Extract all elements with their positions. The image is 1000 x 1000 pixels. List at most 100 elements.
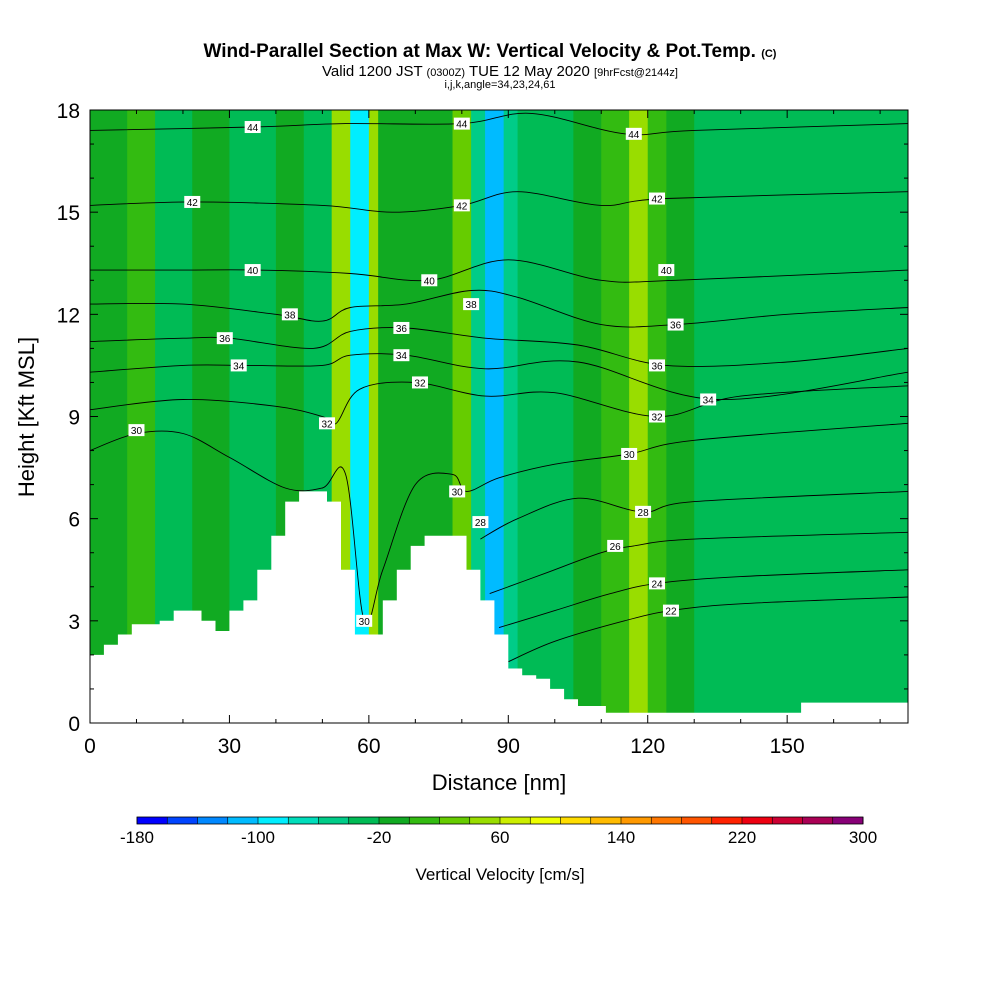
contour-label: 44	[453, 117, 470, 131]
velocity-band-20	[666, 110, 695, 723]
svg-text:36: 36	[651, 361, 663, 372]
svg-text:22: 22	[665, 607, 677, 618]
colorbar-label: Vertical Velocity [cm/s]	[415, 865, 584, 884]
colorbar-tick-label: -20	[367, 828, 392, 847]
svg-text:44: 44	[247, 123, 259, 134]
isentrope-40	[90, 259, 908, 283]
x-tick-label: 120	[630, 735, 665, 758]
chart-params: i,j,k,angle=34,23,24,61	[444, 79, 555, 91]
y-axis: 0 36 9 12 15 18	[57, 100, 908, 736]
colorbar-tick-label: 220	[728, 828, 756, 847]
colorbar-swatch	[711, 817, 743, 824]
svg-text:36: 36	[396, 324, 408, 335]
copyright-mark: (C)	[761, 48, 777, 60]
isentrope-22	[508, 596, 908, 663]
velocity-band-15	[517, 110, 574, 723]
velocity-band-12	[471, 110, 486, 723]
svg-text:40: 40	[424, 276, 436, 287]
contour-label: 36	[667, 318, 684, 332]
svg-text:44: 44	[628, 130, 640, 141]
colorbar-swatch	[288, 817, 319, 824]
contour-label: 30	[356, 614, 373, 628]
svg-text:38: 38	[466, 300, 478, 311]
svg-text:44: 44	[456, 120, 468, 131]
svg-text:28: 28	[638, 508, 650, 519]
x-tick-label: 150	[770, 735, 805, 758]
x-tick-label: 0	[84, 735, 96, 758]
colorbar-tick-label: -180	[120, 828, 154, 847]
colorbar-swatch	[621, 817, 652, 824]
svg-text:42: 42	[456, 201, 468, 212]
svg-text:34: 34	[233, 361, 245, 372]
y-tick-label: 18	[57, 100, 80, 123]
contour-label: 36	[216, 332, 233, 345]
contour-label: 40	[658, 264, 675, 277]
y-tick-label: 15	[57, 202, 80, 225]
velocity-band-17	[601, 110, 630, 723]
contour-label: 32	[319, 417, 336, 430]
colorbar-swatch	[832, 817, 864, 824]
contour-label: 40	[421, 274, 438, 287]
svg-text:30: 30	[131, 426, 143, 437]
colorbar-swatch	[227, 817, 259, 824]
velocity-band-8	[350, 110, 370, 723]
contour-label: 22	[662, 604, 679, 618]
colorbar-swatch	[530, 817, 561, 824]
colorbar-swatch	[409, 817, 440, 824]
svg-text:24: 24	[651, 579, 663, 590]
contour-label: 42	[649, 192, 666, 206]
velocity-band-13	[485, 110, 505, 723]
colorbar-swatch	[772, 817, 803, 824]
colorbar-swatch	[651, 817, 682, 824]
colorbar-tick-label: -100	[241, 828, 275, 847]
svg-text:38: 38	[284, 310, 296, 321]
contour-label: 34	[700, 393, 717, 406]
contour-label: 38	[463, 298, 480, 311]
y-tick-label: 9	[68, 407, 80, 430]
svg-text:26: 26	[610, 542, 622, 553]
svg-text:32: 32	[651, 413, 663, 424]
isentrope-26	[489, 531, 908, 595]
svg-text:30: 30	[359, 617, 371, 628]
svg-text:40: 40	[247, 266, 259, 277]
contour-label: 38	[281, 308, 298, 321]
x-tick-label: 30	[218, 735, 241, 758]
colorbar-swatch	[802, 817, 834, 824]
colorbar-swatch	[379, 817, 410, 824]
colorbar-swatch	[681, 817, 713, 824]
chart-title: Wind-Parallel Section at Max W: Vertical…	[204, 41, 777, 62]
velocity-band-16	[573, 110, 602, 723]
colorbar-swatch	[590, 817, 622, 824]
contour-label: 28	[472, 516, 489, 529]
svg-text:36: 36	[219, 334, 231, 345]
y-tick-label: 0	[68, 713, 80, 736]
contour-label: 44	[625, 127, 642, 141]
chart-subtitle: Valid 1200 JST (0300Z) TUE 12 May 2020 […	[322, 63, 678, 80]
colorbar-swatch	[560, 817, 592, 824]
svg-text:42: 42	[651, 195, 663, 206]
svg-text:32: 32	[321, 419, 333, 430]
contour-label: 30	[449, 485, 466, 498]
colorbar-swatch	[137, 817, 168, 824]
velocity-band-18	[629, 110, 649, 723]
contour-label: 28	[635, 505, 652, 519]
y-tick-label: 12	[57, 304, 80, 327]
contour-label: 24	[649, 577, 666, 590]
contour-label: 30	[621, 447, 638, 461]
contour-label: 42	[453, 199, 470, 212]
contour-label: 36	[393, 321, 410, 335]
svg-text:40: 40	[661, 266, 673, 277]
colorbar-tick-label: 140	[607, 828, 635, 847]
velocity-band-21	[694, 110, 908, 723]
contour-label: 26	[607, 539, 624, 553]
svg-text:36: 36	[670, 321, 682, 332]
colorbar-swatch	[469, 817, 501, 824]
svg-text:32: 32	[414, 378, 426, 389]
colorbar-swatch	[439, 817, 471, 824]
svg-text:42: 42	[187, 198, 199, 209]
velocity-band-1	[127, 110, 156, 723]
contour-label: 34	[230, 359, 247, 372]
terrain-mask	[90, 491, 908, 723]
contour-label: 36	[649, 359, 666, 372]
